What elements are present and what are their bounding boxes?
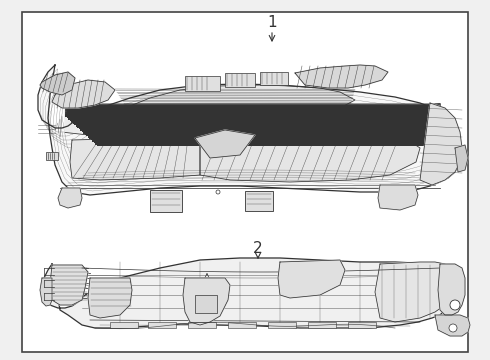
Polygon shape — [278, 260, 345, 298]
Bar — [348, 322, 376, 328]
Circle shape — [450, 300, 460, 310]
Polygon shape — [58, 188, 82, 208]
Bar — [260, 72, 288, 85]
Polygon shape — [435, 315, 470, 336]
Bar — [188, 322, 216, 328]
Bar — [185, 76, 220, 91]
Text: 2: 2 — [253, 240, 263, 256]
Bar — [46, 152, 58, 160]
Polygon shape — [70, 138, 200, 180]
Polygon shape — [110, 85, 355, 114]
Bar — [225, 73, 255, 87]
Polygon shape — [52, 80, 115, 108]
Bar — [245, 191, 273, 211]
Circle shape — [216, 190, 220, 194]
Text: 1: 1 — [267, 14, 277, 30]
Polygon shape — [378, 185, 418, 210]
Polygon shape — [455, 145, 468, 172]
Circle shape — [449, 324, 457, 332]
Bar — [268, 322, 296, 328]
Polygon shape — [438, 264, 465, 315]
Polygon shape — [38, 65, 462, 195]
Bar — [228, 322, 256, 328]
Polygon shape — [420, 103, 462, 185]
Bar — [195, 295, 217, 313]
Polygon shape — [200, 133, 420, 182]
Polygon shape — [195, 130, 255, 158]
Bar — [148, 322, 176, 328]
Polygon shape — [295, 65, 388, 88]
Polygon shape — [40, 278, 52, 306]
Polygon shape — [88, 278, 132, 318]
Polygon shape — [65, 103, 440, 145]
Polygon shape — [183, 278, 230, 325]
Bar — [110, 322, 138, 328]
Bar — [308, 322, 336, 328]
Polygon shape — [42, 258, 452, 328]
Polygon shape — [375, 262, 452, 322]
Polygon shape — [40, 72, 75, 95]
Polygon shape — [50, 265, 88, 305]
Bar — [150, 190, 182, 212]
